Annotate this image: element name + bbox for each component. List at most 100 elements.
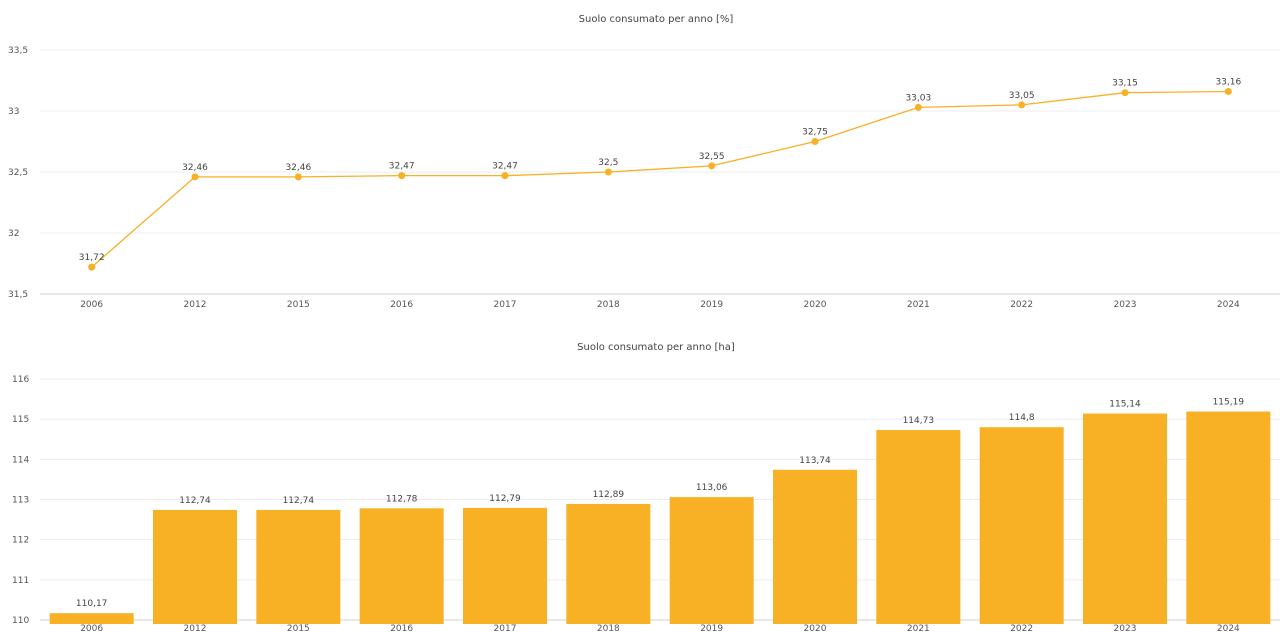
bar-y-tick-label: 114 — [12, 455, 29, 465]
bar-data-label: 112,74 — [283, 496, 315, 506]
bar-data-label: 114,73 — [903, 416, 935, 426]
line-chart-x-axis: 2006 2012 2015 2016 2017 2018 2019 2020 2021 2022… — [80, 300, 1240, 310]
bar-x-tick-label: 2020 — [804, 624, 827, 632]
line-point — [1018, 101, 1026, 109]
line-x-tick-label: 2020 — [804, 300, 827, 310]
bar — [256, 509, 341, 624]
line-x-tick-label: 2023 — [1114, 300, 1137, 310]
bar-y-tick-label: 112 — [12, 536, 29, 546]
bar-data-label: 114,8 — [1009, 413, 1035, 423]
line-series-path — [91, 90, 1229, 268]
line-data-label: 32,47 — [492, 162, 518, 172]
line-point — [811, 138, 819, 145]
line-x-tick-label: 2019 — [700, 300, 723, 310]
line-chart-percent: Suolo consumato per anno [%] 31,53232,53… — [8, 14, 1280, 310]
line-point — [398, 172, 406, 180]
line-chart-data-labels: 31,72 32,46 32,46 32,47 32,47 32,5 32,55 32,75 3… — [79, 77, 1242, 263]
line-data-label: 32,75 — [802, 128, 828, 138]
bar-y-tick-label: 111 — [12, 576, 29, 586]
line-data-label: 31,72 — [79, 253, 105, 263]
bar-data-label: 113,74 — [799, 456, 831, 466]
bar-x-tick-label: 2023 — [1114, 624, 1137, 632]
line-point — [1224, 87, 1232, 95]
bar-chart-title: Suolo consumato per anno [ha] — [577, 342, 735, 353]
bar — [153, 509, 237, 624]
bar — [1083, 413, 1167, 624]
line-x-tick-label: 2024 — [1217, 300, 1240, 310]
bar-data-label: 113,06 — [696, 483, 728, 493]
line-data-label: 33,05 — [1009, 91, 1035, 101]
bar-chart-bars — [49, 411, 1271, 624]
line-x-tick-label: 2022 — [1010, 300, 1033, 310]
line-point — [708, 162, 716, 170]
bar — [876, 430, 961, 624]
bar-x-tick-label: 2017 — [494, 624, 517, 632]
bar-data-label: 110,17 — [76, 599, 108, 609]
bar-x-tick-label: 2018 — [597, 624, 620, 632]
bar — [979, 427, 1064, 624]
line-y-tick-label: 33 — [8, 107, 19, 117]
line-x-tick-label: 2016 — [390, 300, 413, 310]
bar-data-label: 112,89 — [593, 490, 625, 500]
line-point — [914, 103, 922, 111]
line-x-tick-label: 2006 — [80, 300, 103, 310]
line-chart-grid — [40, 49, 1280, 295]
bar-chart-hectares: Suolo consumato per anno [ha] 1101111121… — [12, 342, 1280, 634]
bar-x-tick-label: 2016 — [390, 624, 413, 632]
line-point — [501, 172, 509, 180]
bar-chart-y-axis: 110 111 112 113 114 115 116 — [12, 375, 29, 626]
bar-data-label: 112,78 — [386, 494, 418, 504]
line-x-tick-label: 2012 — [184, 300, 207, 310]
bar-x-tick-label: 2022 — [1010, 624, 1033, 632]
bar — [669, 497, 754, 624]
bar — [463, 507, 547, 624]
bar-y-tick-label: 110 — [12, 616, 29, 626]
line-data-label: 33,15 — [1112, 79, 1138, 89]
line-point — [604, 168, 612, 176]
line-y-tick-label: 32,5 — [8, 168, 28, 178]
line-point — [1121, 89, 1129, 97]
bar-chart-data-labels: 110,17 112,74 112,74 112,78 112,79 112,89 113,… — [76, 398, 1244, 610]
bar-x-tick-label: 2019 — [700, 624, 723, 632]
line-point — [88, 263, 96, 271]
bar-x-tick-label: 2024 — [1217, 624, 1240, 632]
bar-data-label: 112,74 — [179, 496, 211, 506]
line-data-label: 32,47 — [389, 162, 415, 172]
line-x-tick-label: 2017 — [494, 300, 517, 310]
bar-y-tick-label: 113 — [12, 496, 29, 506]
bar — [773, 469, 857, 624]
line-x-tick-label: 2018 — [597, 300, 620, 310]
line-y-tick-label: 32 — [8, 229, 19, 239]
bar — [1186, 411, 1271, 624]
bar-data-label: 112,79 — [489, 494, 521, 504]
line-chart-series — [88, 87, 1232, 271]
bar — [49, 613, 134, 624]
bar-chart-grid — [40, 378, 1280, 621]
line-point — [191, 173, 199, 181]
line-data-label: 33,16 — [1215, 77, 1241, 87]
bar — [566, 503, 651, 624]
line-x-tick-label: 2015 — [287, 300, 310, 310]
line-x-tick-label: 2021 — [907, 300, 930, 310]
line-chart-title: Suolo consumato per anno [%] — [579, 14, 734, 25]
line-data-label: 32,55 — [699, 152, 725, 162]
bar-chart-x-axis: 2006 2012 2015 2016 2017 2018 2019 2020 2021 2022… — [80, 624, 1240, 634]
line-data-label: 32,5 — [598, 158, 618, 168]
line-y-tick-label: 31,5 — [8, 290, 28, 300]
bar — [359, 508, 444, 624]
line-data-label: 32,46 — [285, 163, 311, 173]
bar-x-tick-label: 2012 — [184, 624, 207, 632]
bar-x-tick-label: 2006 — [80, 624, 103, 632]
bar-y-tick-label: 115 — [12, 415, 29, 425]
bar-x-tick-label: 2015 — [287, 624, 310, 632]
line-y-tick-label: 33,5 — [8, 46, 28, 56]
bar-data-label: 115,14 — [1109, 400, 1141, 410]
bar-x-tick-label: 2021 — [907, 624, 930, 632]
line-chart-y-axis: 31,5 32 32,5 33 33,5 — [8, 46, 28, 300]
bar-y-tick-label: 116 — [12, 375, 29, 385]
bar-data-label: 115,19 — [1213, 398, 1245, 408]
line-data-label: 33,03 — [905, 93, 931, 103]
line-point — [294, 173, 302, 181]
